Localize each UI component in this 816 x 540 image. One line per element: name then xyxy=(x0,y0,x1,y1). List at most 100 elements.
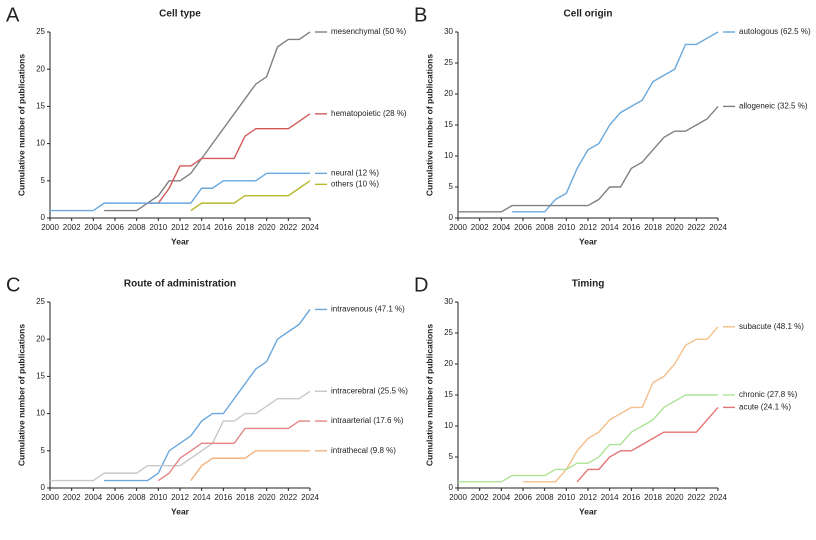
y-tick-label: 20 xyxy=(444,359,453,368)
series-line xyxy=(50,390,311,482)
x-tick-label: 2018 xyxy=(644,223,662,232)
x-tick-label: 2002 xyxy=(63,493,81,502)
x-tick-label: 2020 xyxy=(258,493,276,502)
legend-label: allogeneic (32.5 %) xyxy=(739,102,808,111)
y-tick-label: 0 xyxy=(449,483,454,492)
x-tick-label: 2006 xyxy=(106,223,124,232)
chart-panel: C Route of administration Year Cumulative n… xyxy=(6,274,408,516)
x-tick-label: 2020 xyxy=(666,223,684,232)
y-tick-label: 15 xyxy=(36,372,45,381)
x-tick-label: 2014 xyxy=(601,223,619,232)
x-tick-label: 2010 xyxy=(149,223,167,232)
y-tick-label: 0 xyxy=(449,213,454,222)
legend-label: others (10 %) xyxy=(331,179,379,188)
y-tick-label: 5 xyxy=(449,182,454,191)
x-tick-label: 2024 xyxy=(301,223,319,232)
x-tick-label: 2010 xyxy=(149,493,167,502)
y-tick-label: 25 xyxy=(36,297,45,306)
x-tick-label: 2004 xyxy=(492,493,510,502)
x-tick-label: 2008 xyxy=(536,493,554,502)
chart-panel: B Cell origin Year Cumulative number of pub… xyxy=(414,4,811,246)
x-tick-label: 2010 xyxy=(557,223,575,232)
legend-label: intravenous (47.1 %) xyxy=(331,305,405,314)
x-tick-label: 2002 xyxy=(63,223,81,232)
x-tick-label: 2000 xyxy=(41,223,59,232)
series-line xyxy=(190,450,310,481)
x-tick-label: 2000 xyxy=(41,493,59,502)
x-tick-label: 2006 xyxy=(106,493,124,502)
y-tick-label: 15 xyxy=(444,390,453,399)
legend-label: acute (24.1 %) xyxy=(739,403,791,412)
x-tick-label: 2008 xyxy=(128,493,146,502)
y-tick-label: 5 xyxy=(41,176,46,185)
y-tick-label: 15 xyxy=(36,102,45,111)
x-tick-label: 2022 xyxy=(279,223,297,232)
x-tick-label: 2004 xyxy=(492,223,510,232)
y-axis-label: Cumulative number of publications xyxy=(16,324,26,466)
x-tick-label: 2004 xyxy=(84,223,102,232)
y-tick-label: 25 xyxy=(36,27,45,36)
chart-panel: A Cell type Year Cumulative number of publi… xyxy=(6,4,407,246)
x-tick-label: 2018 xyxy=(236,223,254,232)
panel-letter: C xyxy=(6,274,20,296)
x-tick-label: 2000 xyxy=(449,223,467,232)
y-tick-label: 20 xyxy=(36,64,45,73)
x-tick-label: 2014 xyxy=(193,493,211,502)
y-tick-label: 0 xyxy=(41,213,46,222)
panel-letter: B xyxy=(414,4,427,26)
y-tick-label: 10 xyxy=(444,421,453,430)
x-axis-label: Year xyxy=(171,506,190,516)
x-tick-label: 2012 xyxy=(171,223,189,232)
chart-title: Timing xyxy=(572,279,605,290)
legend-label: chronic (27.8 %) xyxy=(739,390,798,399)
legend-label: hematopoietic (28 %) xyxy=(331,109,407,118)
panel-letter: A xyxy=(6,4,20,26)
chart-title: Route of administration xyxy=(124,279,236,290)
x-tick-label: 2014 xyxy=(193,223,211,232)
x-tick-label: 2006 xyxy=(514,223,532,232)
y-tick-label: 30 xyxy=(444,27,453,36)
x-axis-label: Year xyxy=(171,236,190,246)
y-axis-label: Cumulative number of publications xyxy=(424,324,434,466)
chart-panel: D Timing Year Cumulative number of publicat… xyxy=(414,274,804,516)
series-line xyxy=(458,105,719,213)
legend-label: autologous (62.5 %) xyxy=(739,27,811,36)
x-tick-label: 2016 xyxy=(622,223,640,232)
x-tick-label: 2008 xyxy=(128,223,146,232)
x-tick-label: 2022 xyxy=(687,223,705,232)
x-tick-label: 2020 xyxy=(258,223,276,232)
x-tick-label: 2016 xyxy=(214,493,232,502)
series-line xyxy=(576,406,719,483)
x-tick-label: 2024 xyxy=(301,493,319,502)
y-axis-label: Cumulative number of publications xyxy=(16,54,26,196)
x-tick-label: 2004 xyxy=(84,493,102,502)
series-line xyxy=(523,326,719,483)
x-tick-label: 2012 xyxy=(171,493,189,502)
series-line xyxy=(157,420,310,482)
y-tick-label: 25 xyxy=(444,328,453,337)
chart-title: Cell type xyxy=(159,9,201,20)
x-tick-label: 2024 xyxy=(709,493,727,502)
y-tick-label: 30 xyxy=(444,297,453,306)
x-tick-label: 2002 xyxy=(471,223,489,232)
x-tick-label: 2012 xyxy=(579,493,597,502)
x-tick-label: 2020 xyxy=(666,493,684,502)
y-tick-label: 25 xyxy=(444,58,453,67)
series-line xyxy=(190,180,311,212)
x-tick-label: 2002 xyxy=(471,493,489,502)
x-tick-label: 2018 xyxy=(644,493,662,502)
x-tick-label: 2012 xyxy=(579,223,597,232)
y-tick-label: 20 xyxy=(444,89,453,98)
legend-label: neural (12 %) xyxy=(331,168,379,177)
x-tick-label: 2018 xyxy=(236,493,254,502)
series-line xyxy=(458,394,718,483)
series-line xyxy=(50,172,310,212)
x-tick-label: 2024 xyxy=(709,223,727,232)
y-tick-label: 5 xyxy=(449,452,454,461)
legend-label: intracerebral (25.5 %) xyxy=(331,386,408,395)
x-tick-label: 2022 xyxy=(687,493,705,502)
series-line xyxy=(512,31,719,213)
y-tick-label: 0 xyxy=(41,483,46,492)
legend-label: mesenchymal (50 %) xyxy=(331,27,406,36)
